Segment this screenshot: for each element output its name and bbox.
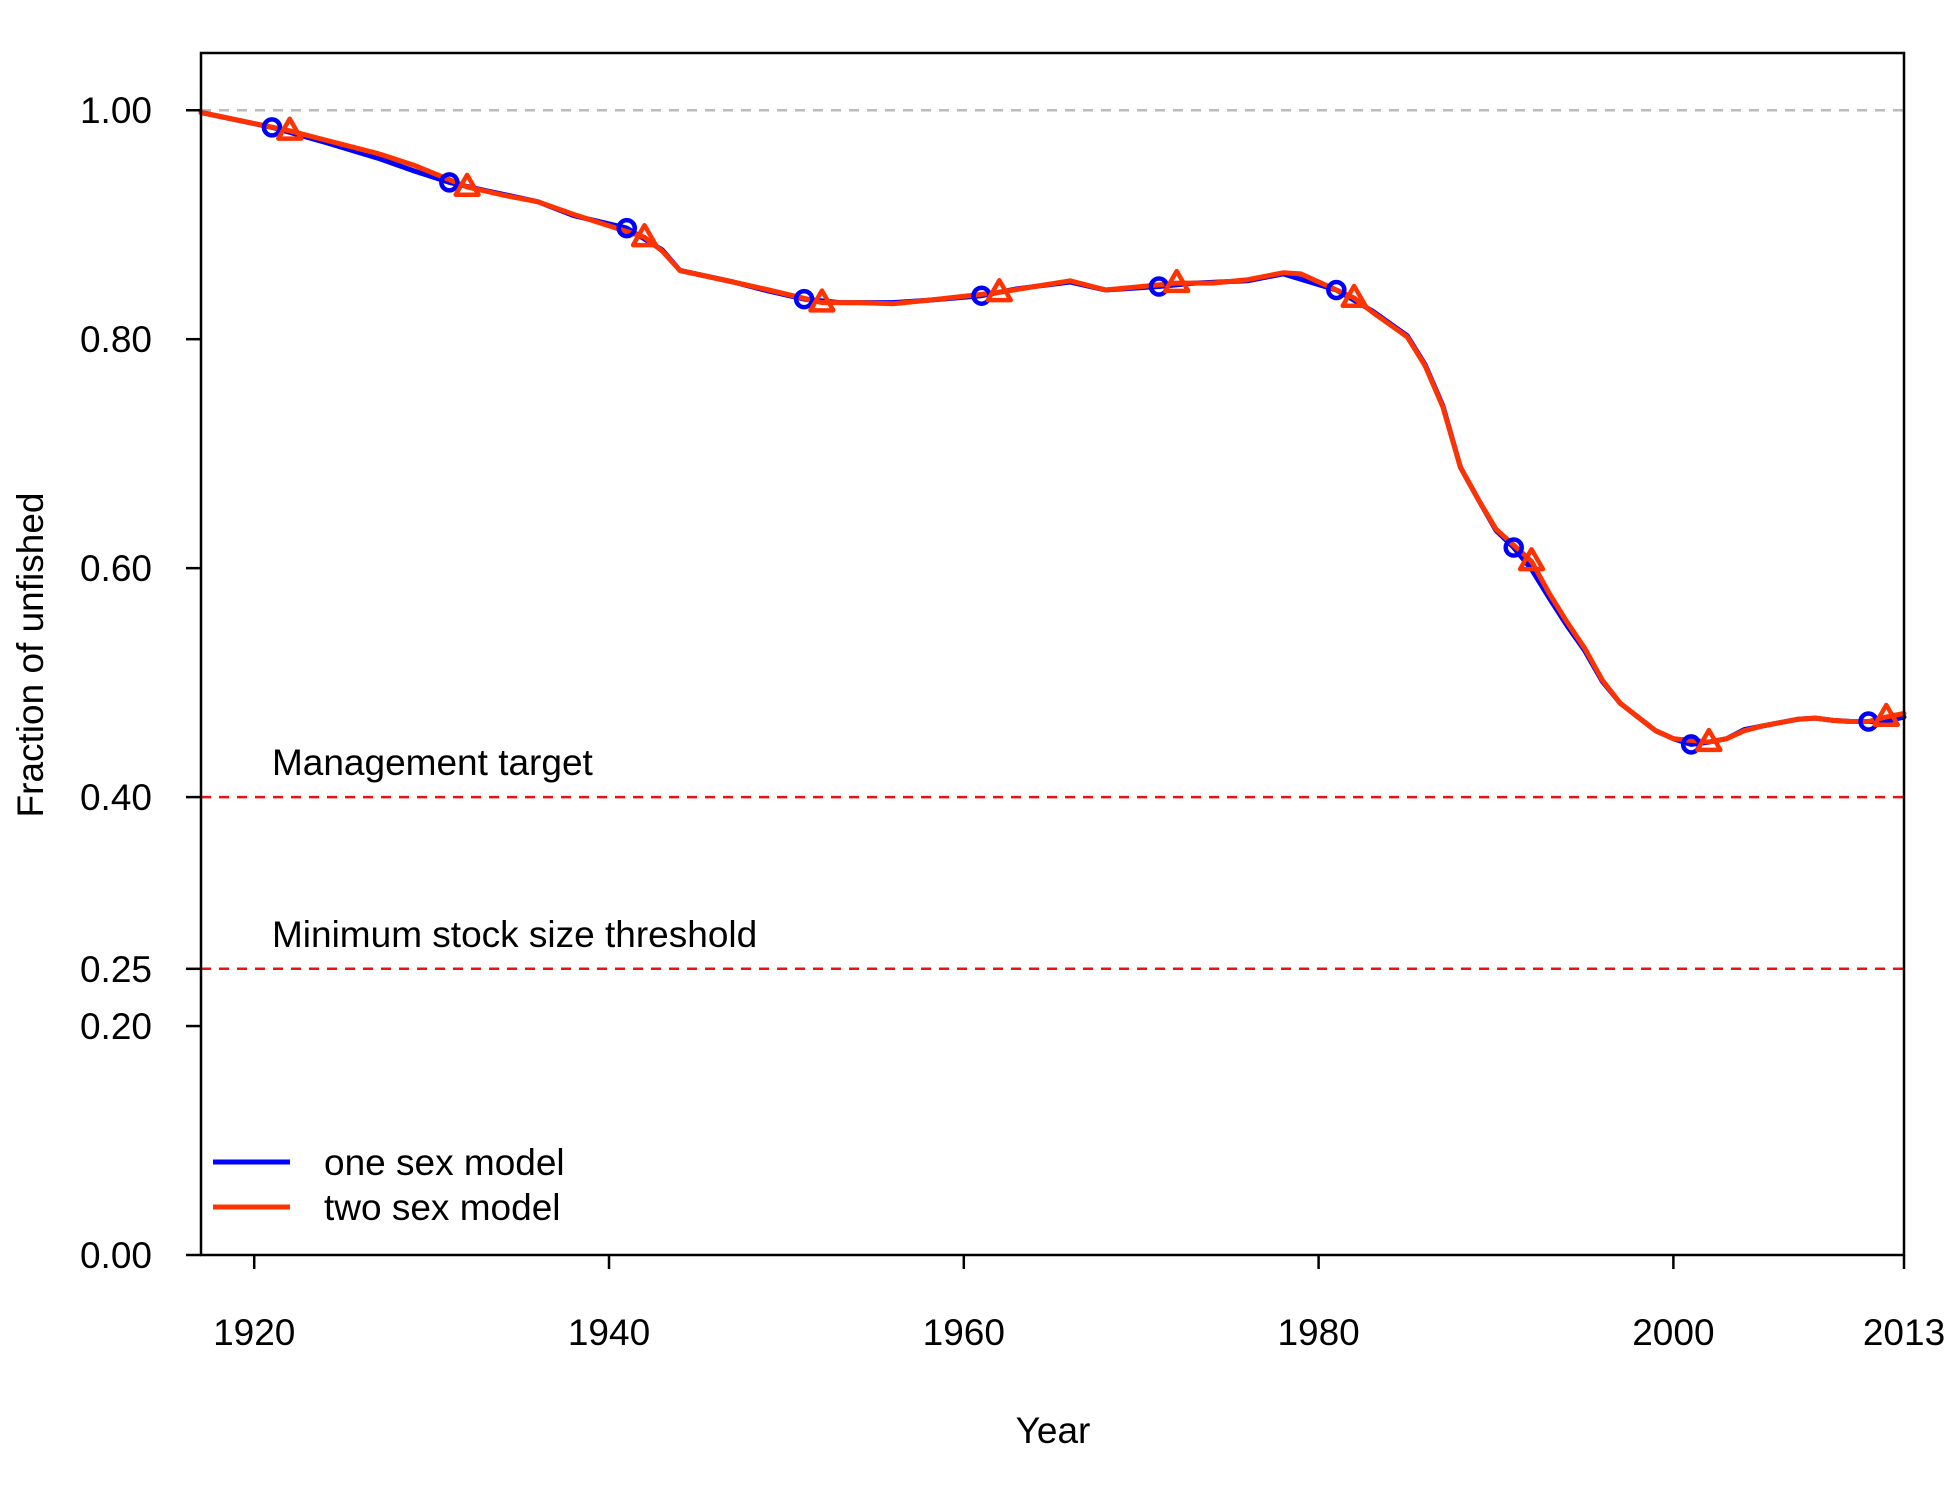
data-point [1163, 268, 1191, 294]
data-point [1517, 547, 1546, 572]
series-line [198, 110, 1907, 747]
x-tick-label: 1980 [1277, 1312, 1359, 1353]
series-line [198, 110, 1907, 745]
legend-label: two sex model [324, 1187, 561, 1228]
marker-layer [261, 116, 1900, 755]
y-tick-label: 0.20 [80, 1006, 152, 1047]
x-tick-label: 1920 [213, 1312, 295, 1353]
data-point [1872, 702, 1900, 728]
data-point [985, 278, 1013, 303]
reference-label: Management target [272, 742, 594, 783]
reference-label: Minimum stock size threshold [272, 914, 757, 955]
data-point [1695, 727, 1723, 753]
data-point [1503, 537, 1524, 558]
data-point [276, 116, 304, 141]
data-point [808, 288, 836, 313]
y-tick-label: 0.40 [80, 777, 152, 818]
x-axis: 1920 1940 1960 1980 2000 2013 [213, 1255, 1945, 1353]
x-tick-label: 1960 [923, 1312, 1005, 1353]
x-tick-label: 1940 [568, 1312, 650, 1353]
y-axis-title: Fraction of unfished [10, 493, 51, 818]
x-axis-title: Year [1016, 1410, 1091, 1451]
legend-label: one sex model [324, 1142, 565, 1183]
x-tick-label: 2013 [1863, 1312, 1945, 1353]
data-point [1326, 279, 1347, 301]
data-point [439, 172, 460, 193]
x-tick-label: 2000 [1632, 1312, 1714, 1353]
y-tick-label: 0.80 [80, 319, 152, 360]
y-tick-label: 0.25 [80, 949, 152, 990]
data-point [793, 288, 815, 310]
y-axis: 0.00 0.20 0.25 0.40 0.60 0.80 1.00 [80, 90, 201, 1276]
data-point [1340, 283, 1368, 309]
data-point [261, 117, 283, 138]
annotation-layer: Management target Minimum stock size thre… [272, 742, 757, 955]
y-tick-label: 1.00 [80, 90, 152, 131]
reference-lines [201, 108, 1904, 971]
series-layer [198, 110, 1907, 747]
data-point [630, 223, 659, 248]
data-point [616, 217, 637, 239]
data-point [453, 172, 481, 197]
y-tick-label: 0.60 [80, 548, 152, 589]
plot-frame [199, 51, 1906, 1257]
y-tick-label: 0.00 [80, 1235, 152, 1276]
